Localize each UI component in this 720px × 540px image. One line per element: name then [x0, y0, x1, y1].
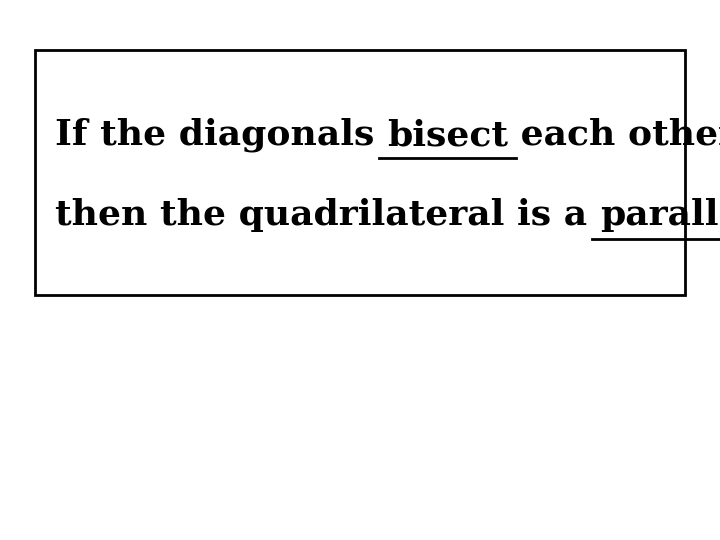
Text: parallelogram: parallelogram	[600, 198, 720, 233]
Text: each other,: each other,	[508, 118, 720, 152]
Text: bisect: bisect	[387, 118, 508, 152]
Text: If the diagonals: If the diagonals	[55, 118, 387, 152]
Text: then the quadrilateral is a: then the quadrilateral is a	[55, 198, 600, 232]
